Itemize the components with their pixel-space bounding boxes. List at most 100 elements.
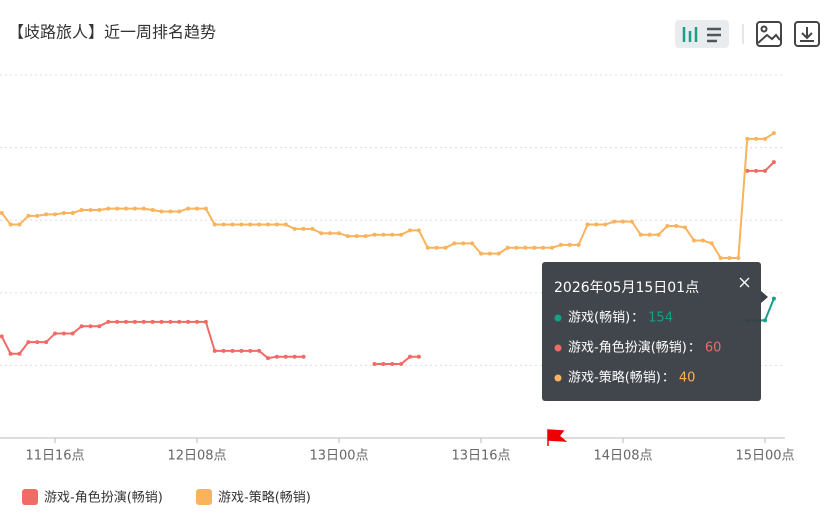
data-point (416, 228, 421, 233)
data-point (700, 238, 705, 243)
data-point (567, 242, 572, 247)
data-point (745, 136, 750, 141)
tooltip-colon: ： (662, 371, 675, 386)
data-point (505, 245, 510, 250)
x-tick-label: 11日16点 (25, 449, 84, 464)
toolbar (675, 20, 820, 48)
data-point (558, 242, 563, 247)
x-tick-label: 13日16点 (451, 449, 510, 464)
data-point (363, 234, 368, 239)
data-point (541, 245, 546, 250)
x-tick-label: 13日00点 (309, 449, 368, 464)
data-point (754, 136, 759, 141)
x-tick-label: 12日08点 (167, 449, 226, 464)
data-point (319, 231, 324, 236)
data-point (487, 251, 492, 256)
data-point (390, 361, 395, 366)
x-tick-label: 14日08点 (593, 449, 652, 464)
data-point (8, 222, 13, 227)
data-point (257, 222, 262, 227)
data-point (647, 232, 652, 237)
tooltip-series: 游戏-策略(畅销) (568, 370, 661, 386)
data-point (212, 348, 217, 353)
data-point (221, 348, 226, 353)
tooltip-series: 游戏(畅销) (568, 311, 630, 326)
data-point (390, 232, 395, 237)
data-point (727, 255, 732, 260)
legend-label[interactable]: 游戏-策略(畅销) (218, 490, 311, 506)
data-point (372, 361, 377, 366)
tooltip-box (542, 262, 761, 401)
data-point (514, 245, 519, 250)
data-point (88, 324, 93, 329)
data-point (683, 225, 688, 230)
data-point (550, 245, 554, 250)
download-icon[interactable] (794, 21, 820, 47)
data-point (177, 209, 182, 214)
data-point (106, 319, 111, 324)
data-point (239, 222, 244, 227)
data-point (328, 231, 333, 236)
tooltip-pointer (761, 291, 768, 303)
data-point (203, 319, 208, 324)
data-point (248, 348, 253, 353)
data-point (266, 356, 270, 361)
tooltip-close[interactable] (739, 277, 750, 288)
data-point (274, 354, 279, 359)
data-point (124, 206, 128, 211)
event-flag[interactable] (547, 429, 568, 446)
data-point (399, 232, 404, 237)
data-point (771, 296, 776, 301)
data-point (168, 319, 173, 324)
data-point (461, 241, 466, 246)
data-point (523, 245, 528, 250)
tooltip-series: 游戏-角色扮演(畅销) (568, 340, 687, 356)
data-point (97, 324, 102, 329)
data-point (186, 206, 191, 211)
chart-title: 【歧路旅人】近一周排名趋势 (8, 23, 216, 42)
data-point (195, 319, 199, 324)
list-icon[interactable] (707, 27, 721, 43)
data-point (301, 354, 306, 359)
data-point (763, 168, 767, 173)
data-point (35, 213, 40, 218)
series-line (747, 161, 775, 172)
tooltip-value: 40 (679, 371, 696, 386)
data-point (621, 219, 625, 224)
data-point (177, 319, 182, 324)
data-point (718, 255, 723, 260)
data-point (479, 251, 483, 256)
data-point (470, 241, 475, 246)
bar-icon[interactable] (682, 27, 698, 42)
data-point (709, 241, 714, 246)
data-point (736, 255, 741, 260)
data-point (337, 231, 341, 236)
data-point (408, 354, 412, 359)
data-point (195, 206, 199, 211)
data-point (26, 213, 31, 218)
data-point (638, 232, 643, 237)
legend-label[interactable]: 游戏-角色扮演(畅销) (44, 490, 163, 506)
image-icon[interactable] (756, 21, 782, 47)
data-point (452, 241, 457, 246)
data-point (665, 224, 670, 229)
data-point (79, 324, 84, 329)
data-point (0, 210, 4, 215)
data-point (159, 319, 164, 324)
data-point (17, 222, 22, 227)
data-point (594, 222, 599, 227)
data-point (70, 210, 75, 215)
data-point (408, 228, 412, 233)
data-point (88, 208, 93, 213)
data-point (771, 131, 776, 136)
series-line (0, 132, 775, 259)
data-point (44, 212, 49, 217)
data-point (115, 319, 120, 324)
data-point (292, 354, 297, 359)
data-point (763, 136, 767, 141)
data-point (771, 160, 776, 165)
data-point (692, 238, 696, 243)
tooltip-dot (554, 374, 562, 382)
data-point (754, 168, 759, 173)
